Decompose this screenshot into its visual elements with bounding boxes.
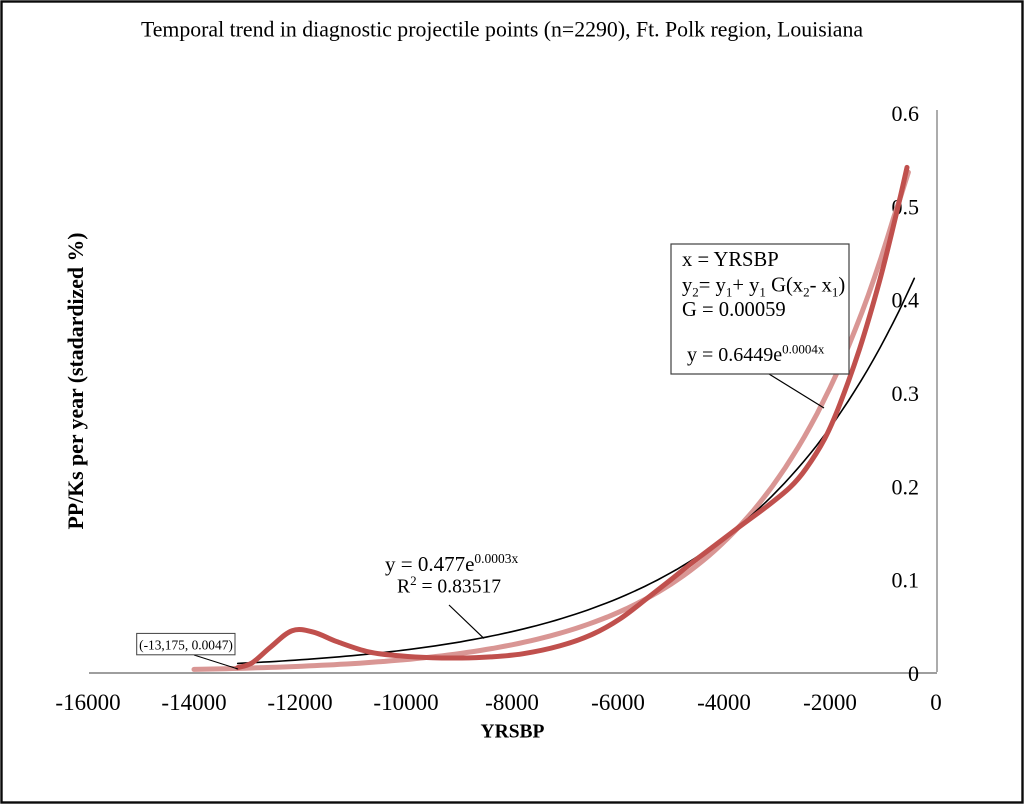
svg-text:0.4: 0.4 xyxy=(892,288,920,313)
svg-text:0.3: 0.3 xyxy=(892,381,920,406)
svg-text:0.6: 0.6 xyxy=(892,101,920,126)
svg-text:R2 = 0.83517: R2 = 0.83517 xyxy=(397,573,501,598)
svg-text:Temporal trend in diagnostic p: Temporal trend in diagnostic projectile … xyxy=(141,18,863,42)
svg-text:-6000: -6000 xyxy=(591,690,645,715)
svg-text:-16000: -16000 xyxy=(55,690,120,715)
svg-text:PP/Ks per year (stadardized %): PP/Ks per year (stadardized %) xyxy=(64,232,88,529)
svg-text:G = 0.00059: G = 0.00059 xyxy=(682,299,786,321)
svg-text:-14000: -14000 xyxy=(161,690,226,715)
svg-text:YRSBP: YRSBP xyxy=(481,722,545,743)
svg-text:0: 0 xyxy=(930,690,942,715)
svg-text:-2000: -2000 xyxy=(803,690,857,715)
svg-text:0.1: 0.1 xyxy=(892,568,920,593)
svg-text:0.2: 0.2 xyxy=(892,474,920,499)
svg-text:0: 0 xyxy=(908,661,919,686)
svg-text:-8000: -8000 xyxy=(485,690,539,715)
svg-text:(-13,175, 0.0047): (-13,175, 0.0047) xyxy=(139,637,233,652)
svg-text:x = YRSBP: x = YRSBP xyxy=(682,249,779,271)
svg-text:-10000: -10000 xyxy=(373,690,438,715)
svg-text:-12000: -12000 xyxy=(267,690,332,715)
svg-text:-4000: -4000 xyxy=(697,690,751,715)
